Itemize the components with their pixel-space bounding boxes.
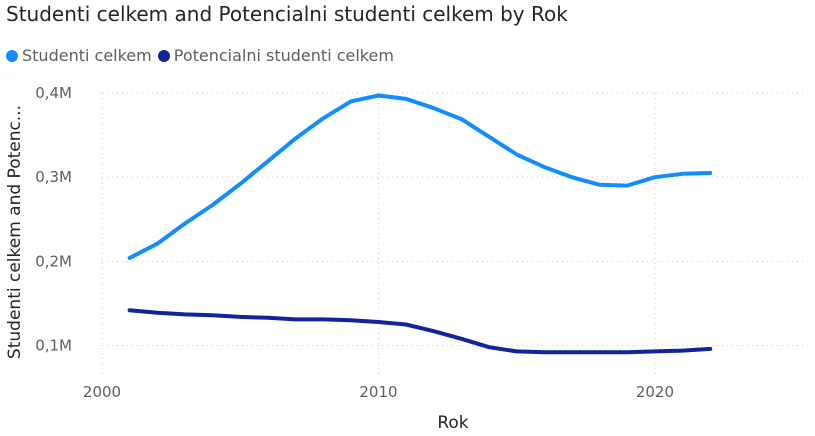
series-line-potencialni-studenti-celkem xyxy=(127,308,713,355)
y-tick-label: 0,3M xyxy=(35,168,72,186)
legend-item-potencialni-studenti-celkem[interactable]: Potencialni studenti celkem xyxy=(157,46,394,65)
legend-marker-potencialni-studenti-celkem xyxy=(157,49,170,62)
legend-item-studenti-celkem[interactable]: Studenti celkem xyxy=(6,46,152,65)
series-line-studenti-celkem xyxy=(127,93,713,260)
legend-marker-studenti-celkem xyxy=(6,49,18,62)
y-axis-title: Studenti celkem and Potenc... xyxy=(5,105,25,359)
x-axis-title: Rok xyxy=(437,413,468,433)
y-tick-label: 0,4M xyxy=(35,84,72,102)
chart-legend: Studenti celkem Potencialni studenti cel… xyxy=(6,46,400,65)
y-tick-label: 0,1M xyxy=(35,337,72,355)
x-tick-label: 2010 xyxy=(359,383,397,401)
y-axis-ticks: 0,1M 0,2M 0,3M 0,4M xyxy=(35,84,72,355)
legend-label-studenti-celkem: Studenti celkem xyxy=(22,46,152,65)
y-tick-label: 0,2M xyxy=(35,252,72,270)
series-lines xyxy=(127,93,713,355)
legend-label-potencialni-studenti-celkem: Potencialni studenti celkem xyxy=(173,46,394,65)
x-tick-label: 2000 xyxy=(83,383,121,401)
chart-title: Studenti celkem and Potencialni studenti… xyxy=(6,2,568,26)
gridlines xyxy=(101,92,807,375)
x-axis-ticks: 2000 2010 2020 xyxy=(83,383,674,401)
x-tick-label: 2020 xyxy=(636,383,674,401)
